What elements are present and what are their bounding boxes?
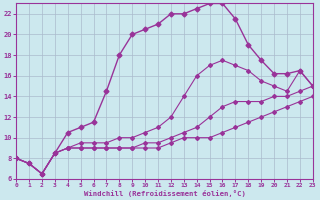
- X-axis label: Windchill (Refroidissement éolien,°C): Windchill (Refroidissement éolien,°C): [84, 190, 245, 197]
